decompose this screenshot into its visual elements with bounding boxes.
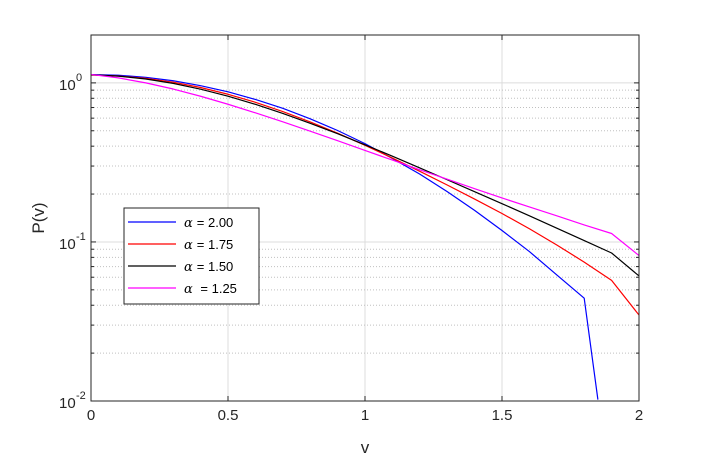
x-tick-label: 1.5: [492, 407, 513, 424]
legend-label-value: = 2.00: [197, 215, 234, 230]
x-axis-label: v: [361, 438, 370, 457]
legend-entry: α = 1.50: [128, 259, 233, 275]
legend-entry: α = 2.00: [128, 215, 233, 231]
legend-label-value: = 1.50: [197, 259, 234, 274]
y-tick-label: 10 -1: [59, 231, 86, 253]
y-tick-label-base: 10: [59, 236, 76, 253]
series-lines: [90, 73, 640, 400]
legend: α = 2.00 α = 1.75 α = 1.50 α = 1.25: [123, 207, 260, 305]
legend-label-symbol: α: [184, 282, 193, 297]
y-axis-label: P(v): [29, 202, 48, 233]
legend-label: α = 1.50: [184, 259, 233, 275]
series-line-3: [90, 73, 640, 257]
x-tick-label: 1: [361, 407, 369, 424]
legend-label: α = 1.75: [184, 237, 233, 253]
y-tick-label: 10 0: [59, 72, 82, 94]
x-tick-label: 0.5: [218, 407, 239, 424]
legend-box: [123, 207, 260, 305]
legend-entry: α = 1.75: [128, 237, 233, 253]
legend-label-value: = 1.75: [197, 237, 234, 252]
y-tick-label-base: 10: [59, 77, 76, 94]
legend-label-symbol: α: [184, 238, 193, 253]
y-tick-label-base: 10: [59, 395, 76, 412]
y-tick-label-exponent: 0: [76, 72, 82, 84]
legend-label: α = 1.25: [184, 281, 237, 297]
y-tick-label-exponent: -2: [76, 390, 86, 402]
series-line-2: [90, 74, 640, 277]
legend-label-symbol: α: [184, 260, 193, 275]
legend-label-value: = 1.25: [197, 281, 237, 296]
series-line-0: [90, 73, 599, 400]
y-tick-label: 10 -2: [59, 390, 86, 412]
legend-label-symbol: α: [184, 216, 193, 231]
x-tick-label: 0: [87, 407, 95, 424]
legend-label: α = 2.00: [184, 215, 233, 231]
y-tick-label-exponent: -1: [76, 231, 86, 243]
x-tick-label: 2: [635, 407, 643, 424]
legend-entry: α = 1.25: [128, 281, 237, 297]
